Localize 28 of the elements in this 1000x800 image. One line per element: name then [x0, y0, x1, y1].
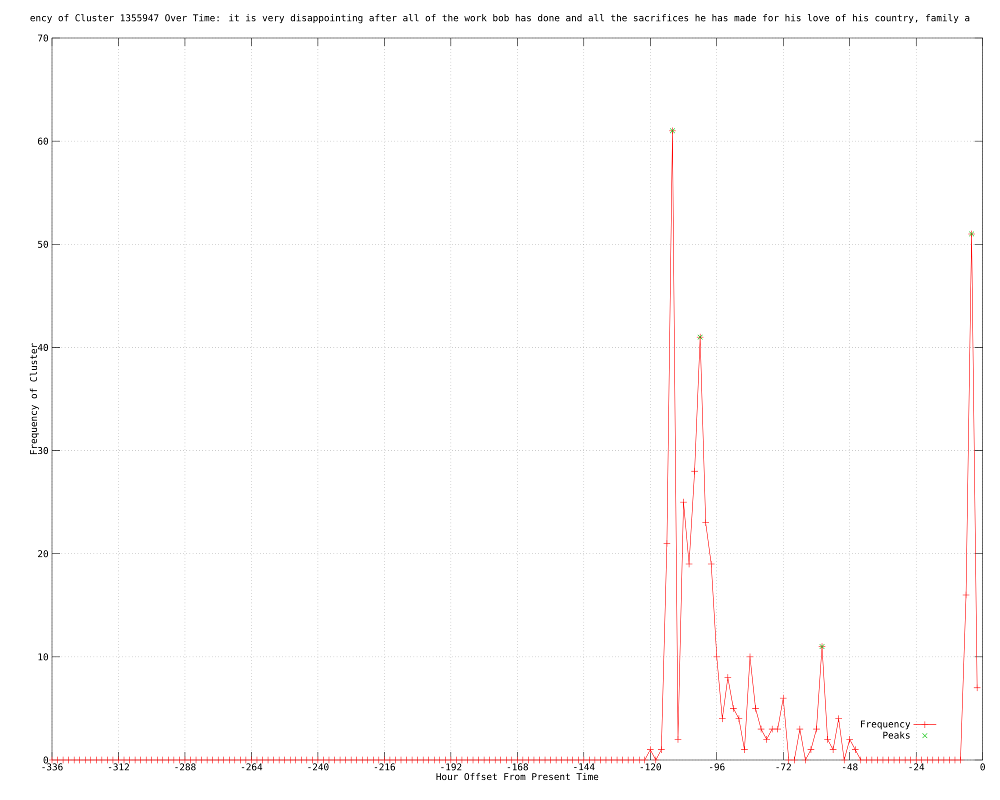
y-tick-label: 60 — [38, 138, 48, 145]
x-axis-title: Hour Offset From Present Time — [436, 772, 598, 780]
x-tick-label: -144 — [574, 763, 595, 770]
x-tick-label: -192 — [441, 763, 462, 770]
x-tick-label: -240 — [308, 763, 329, 770]
x-tick-label: 0 — [980, 763, 985, 770]
y-tick-label: 50 — [38, 240, 48, 248]
x-tick-label: -288 — [175, 763, 196, 770]
legend-label: Frequency — [861, 720, 910, 730]
x-tick-label: -168 — [508, 763, 528, 770]
y-tick-label: 0 — [44, 756, 48, 764]
y-tick-label: 10 — [38, 653, 48, 660]
y-axis-title: Frequency of Cluster — [30, 343, 39, 454]
legend-label: Peaks — [883, 731, 910, 739]
x-tick-label: -48 — [842, 763, 858, 770]
chart-title: ency of Cluster 1355947 Over Time: it is very disappointing after all of the work bob has done and all the sacrifices he has made for his love of his country, family a — [30, 14, 970, 24]
x-tick-label: -96 — [710, 763, 725, 770]
x-tick-label: -312 — [108, 763, 129, 770]
y-tick-label: 30 — [38, 447, 48, 454]
x-tick-label: -264 — [242, 763, 262, 770]
y-tick-label: 20 — [38, 550, 48, 558]
y-tick-label: 70 — [38, 34, 48, 42]
x-tick-label: -216 — [374, 763, 396, 770]
x-tick-label: -72 — [776, 763, 791, 770]
x-tick-label: -120 — [640, 763, 661, 770]
y-tick-label: 40 — [38, 344, 48, 351]
x-tick-label: -336 — [42, 763, 63, 770]
x-tick-label: -24 — [909, 763, 924, 770]
